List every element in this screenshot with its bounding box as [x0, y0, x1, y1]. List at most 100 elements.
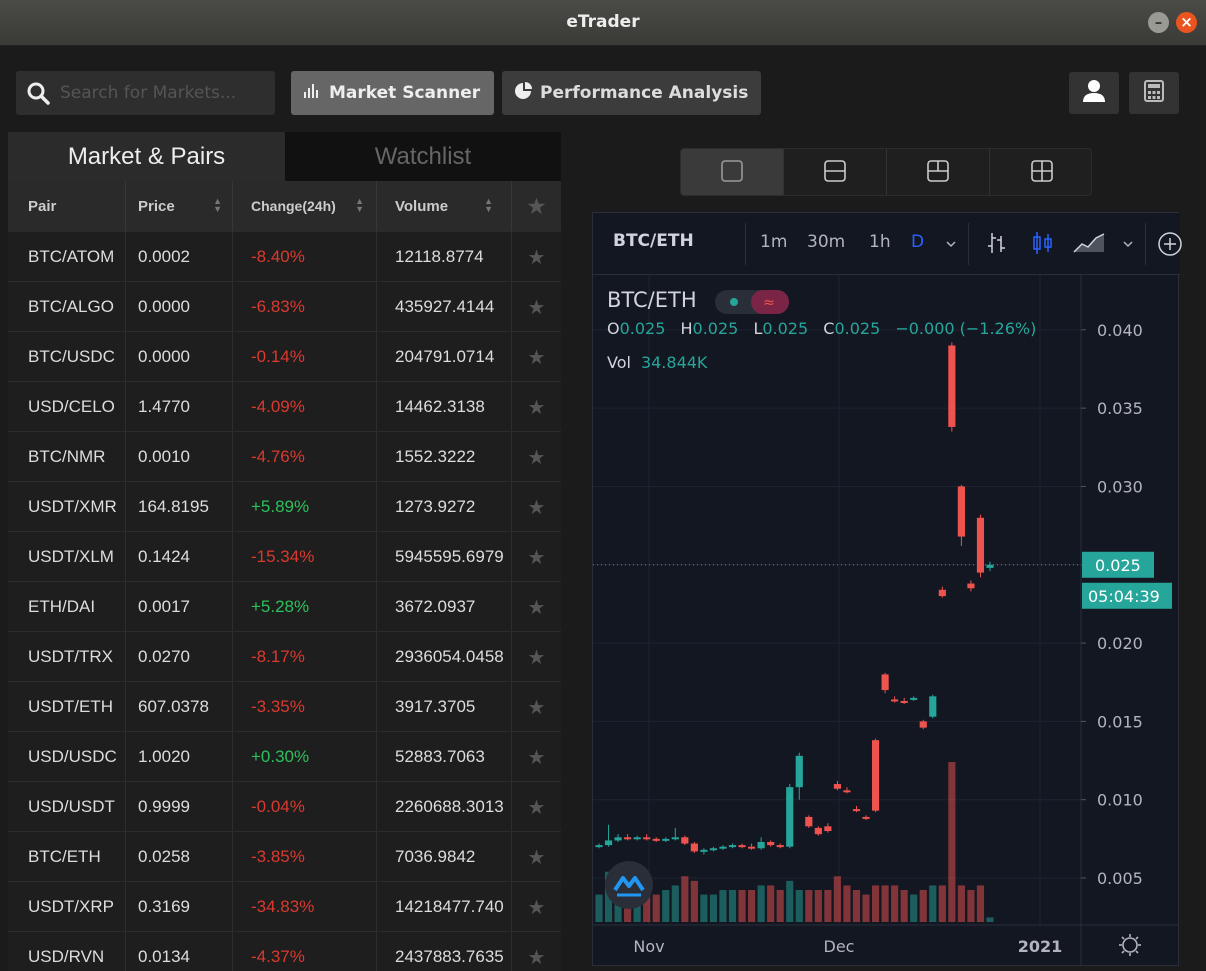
table-row[interactable]: BTC/USDC 0.0000 -0.14% 204791.0714 ★: [8, 331, 561, 382]
interval-d[interactable]: D: [911, 232, 925, 252]
candle-body: [891, 699, 899, 702]
candle-body: [757, 841, 765, 849]
table-row[interactable]: USD/RVN 0.0134 -4.37% 2437883.7635 ★: [8, 931, 561, 971]
layout-single-button[interactable]: [681, 149, 784, 195]
table-row[interactable]: USD/USDT 0.9999 -0.04% 2260688.3013 ★: [8, 781, 561, 832]
chart-settings-icon[interactable]: [1119, 934, 1141, 956]
star-icon[interactable]: ★: [527, 646, 546, 669]
change-cell: -4.09%: [233, 382, 377, 432]
volume-bar: [681, 876, 689, 922]
candle-body: [776, 845, 784, 848]
table-row[interactable]: BTC/ALGO 0.0000 -6.83% 435927.4144 ★: [8, 281, 561, 332]
table-row[interactable]: USDT/XMR 164.8195 +5.89% 1273.9272 ★: [8, 481, 561, 532]
volume-cell: 435927.4144: [377, 282, 512, 332]
volume-bar: [862, 894, 870, 922]
chevron-down-icon[interactable]: [945, 235, 957, 254]
calculator-button[interactable]: [1129, 72, 1179, 114]
price-cell: 0.3169: [126, 882, 233, 932]
candle-body: [671, 837, 679, 840]
star-icon[interactable]: ★: [527, 946, 546, 969]
minimize-icon[interactable]: –: [1148, 12, 1169, 33]
chart-widget: BTC/ETH 1m 30m 1h D 0.040 0.035 0.030 0.025…: [592, 212, 1182, 966]
volume-cell: 2260688.3013: [377, 782, 512, 832]
candle-body: [614, 837, 622, 841]
interval-1h[interactable]: 1h: [869, 232, 891, 252]
star-icon[interactable]: ★: [527, 546, 546, 569]
table-row[interactable]: USDT/XLM 0.1424 -15.34% 5945595.6979 ★: [8, 531, 561, 582]
tab-watchlist[interactable]: Watchlist: [374, 142, 472, 170]
candles-style-icon[interactable]: [1030, 230, 1054, 260]
star-icon[interactable]: ★: [527, 346, 546, 369]
performance-analysis-button[interactable]: Performance Analysis: [502, 71, 761, 115]
layout-horizontal-split-button[interactable]: [784, 149, 887, 195]
price-chart[interactable]: 0.040 0.035 0.030 0.025 0.020 0.015 0.010 0.005…: [593, 275, 1178, 965]
candle-body: [824, 826, 832, 832]
search-box[interactable]: [16, 71, 275, 115]
tab-market-pairs[interactable]: Market & Pairs: [8, 132, 285, 181]
star-icon[interactable]: ★: [527, 496, 546, 519]
price-cell: 607.0378: [126, 682, 233, 732]
market-scanner-button[interactable]: Market Scanner: [291, 71, 494, 115]
layout-three-split-button[interactable]: [887, 149, 990, 195]
area-style-icon[interactable]: [1072, 230, 1106, 260]
interval-30m[interactable]: 30m: [807, 232, 846, 252]
star-icon[interactable]: ★: [527, 446, 546, 469]
table-row[interactable]: ETH/DAI 0.0017 +5.28% 3672.0937 ★: [8, 581, 561, 632]
performance-analysis-label: Performance Analysis: [540, 83, 749, 103]
table-row[interactable]: USDT/ETH 607.0378 -3.35% 3917.3705 ★: [8, 681, 561, 732]
bars-style-icon[interactable]: [984, 230, 1008, 260]
user-button[interactable]: [1069, 72, 1119, 114]
y-tick-label: 0.015: [1097, 712, 1143, 731]
table-row[interactable]: USDT/TRX 0.0270 -8.17% 2936054.0458 ★: [8, 631, 561, 682]
change-cell: +5.89%: [233, 482, 377, 532]
table-row[interactable]: USD/USDC 1.0020 +0.30% 52883.7063 ★: [8, 731, 561, 782]
volume-cell: 3672.0937: [377, 582, 512, 632]
legend-ohlc: O0.025 H0.025 L0.025 C0.025 −0.000 (−1.2…: [607, 319, 1036, 338]
star-icon[interactable]: ★: [527, 696, 546, 719]
volume-bar: [929, 885, 937, 922]
candle-body: [986, 564, 994, 568]
volume-bar: [738, 890, 746, 922]
candle-body: [833, 784, 841, 789]
star-icon[interactable]: ★: [527, 246, 546, 269]
volume-bar: [824, 890, 832, 922]
chart-layout-selector: [680, 148, 1092, 196]
volume-bar: [671, 885, 679, 922]
column-price-label: Price: [138, 197, 175, 215]
table-row[interactable]: USDT/XRP 0.3169 -34.83% 14218477.740 ★: [8, 881, 561, 932]
change-cell: -0.14%: [233, 332, 377, 382]
close-icon[interactable]: ×: [1176, 12, 1197, 33]
add-indicator-icon[interactable]: [1157, 231, 1183, 261]
table-row[interactable]: BTC/ETH 0.0258 -3.85% 7036.9842 ★: [8, 831, 561, 882]
star-icon[interactable]: ★: [527, 296, 546, 319]
table-row[interactable]: BTC/NMR 0.0010 -4.76% 1552.3222 ★: [8, 431, 561, 482]
pair-cell: BTC/ETH: [8, 832, 126, 882]
star-icon[interactable]: ★: [527, 896, 546, 919]
star-icon[interactable]: ★: [527, 846, 546, 869]
volume-bars: [595, 762, 994, 922]
table-row[interactable]: BTC/ATOM 0.0002 -8.40% 12118.8774 ★: [8, 231, 561, 282]
column-volume-label: Volume: [395, 197, 449, 215]
price-cell: 0.0000: [126, 282, 233, 332]
column-price[interactable]: Price ▲ ▼: [126, 181, 233, 231]
star-icon[interactable]: ★: [527, 396, 546, 419]
column-change[interactable]: Change(24h) ▲ ▼: [233, 181, 377, 231]
chevron-down-icon[interactable]: [1122, 235, 1134, 254]
star-icon[interactable]: ★: [527, 746, 546, 769]
last-price-label: 0.025 05:04:39: [1082, 551, 1172, 609]
layout-quad-split-button[interactable]: [990, 149, 1091, 195]
search-input[interactable]: [60, 79, 265, 107]
column-pair[interactable]: Pair: [8, 181, 126, 231]
column-volume[interactable]: Volume ▲ ▼: [377, 181, 512, 231]
tradingview-logo-icon[interactable]: [605, 861, 653, 909]
star-icon[interactable]: ★: [527, 596, 546, 619]
pair-cell: USD/CELO: [8, 382, 126, 432]
volume-bar: [986, 917, 994, 922]
table-row[interactable]: USD/CELO 1.4770 -4.09% 14462.3138 ★: [8, 381, 561, 432]
change-cell: -4.37%: [233, 932, 377, 971]
pair-cell: USDT/XRP: [8, 882, 126, 932]
chart-symbol[interactable]: BTC/ETH: [613, 231, 694, 251]
interval-1m[interactable]: 1m: [760, 232, 788, 252]
star-icon[interactable]: ★: [527, 796, 546, 819]
candle-body: [709, 848, 718, 851]
